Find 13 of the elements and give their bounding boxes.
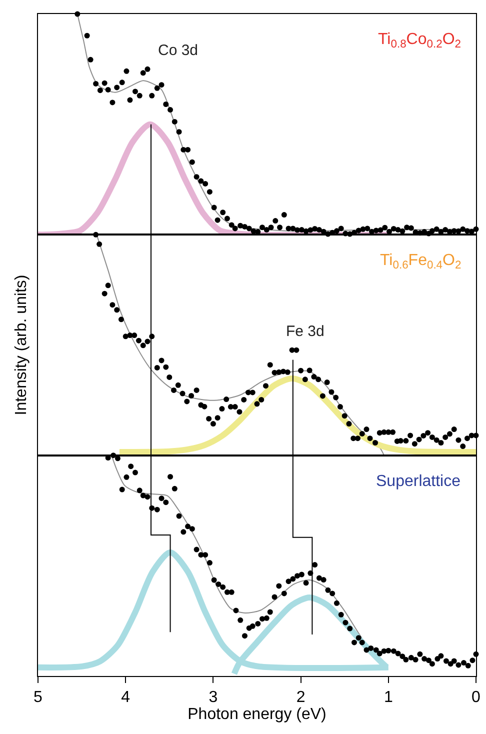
- x-tick-label: 0: [472, 689, 481, 706]
- y-axis-title: Intensity (arb. units): [12, 274, 30, 416]
- text: Ti$_{0.8}$Co$_{0.2}$O$_{2}$: [378, 31, 461, 50]
- annotation: Fe 3d: [286, 323, 324, 340]
- x-axis-title: Photon energy (eV): [188, 706, 326, 724]
- x-tick-label: 1: [384, 689, 393, 706]
- x-tick-label: 4: [121, 689, 130, 706]
- x-tick-label: 2: [296, 689, 306, 706]
- text: Superlattice: [376, 473, 461, 490]
- text: Ti$_{0.6}$Fe$_{0.4}$O$_{2}$: [380, 252, 462, 272]
- x-tick-label: 3: [208, 689, 218, 706]
- annotation: Co 3d: [158, 42, 198, 59]
- x-tick-label: 5: [34, 689, 43, 706]
